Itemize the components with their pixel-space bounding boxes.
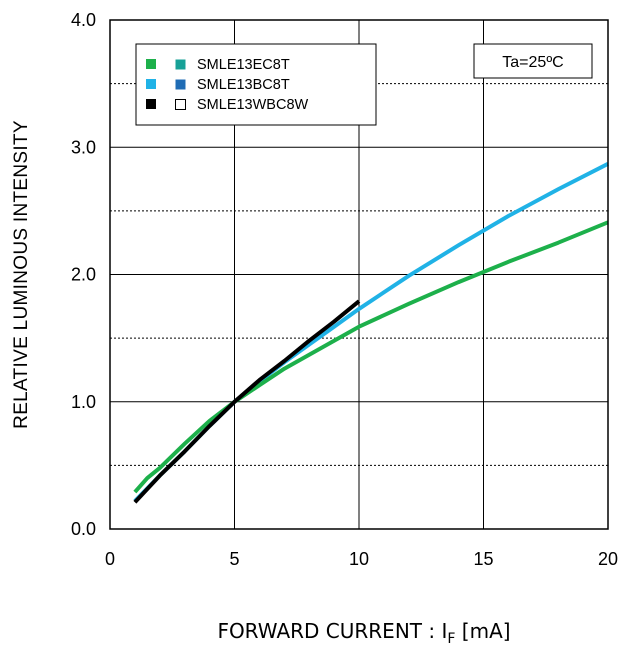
legend: SMLE13EC8T SMLE13BC8T SMLE13WBC8W (135, 43, 377, 126)
x-axis-label-unit: [mA] (455, 619, 510, 643)
y-tick-labels: 0.0 1.0 2.0 3.0 4.0 (71, 10, 96, 539)
y-axis-label: RELATIVE LUMINOUS INTENSITY (11, 120, 32, 429)
condition-frame (473, 43, 593, 79)
x-axis-label-main: FORWARD CURRENT : I (217, 619, 447, 643)
x-tick-label: 10 (349, 549, 369, 569)
y-tick-label: 0.0 (71, 519, 96, 539)
y-tick-label: 4.0 (71, 10, 96, 30)
x-tick-label: 15 (473, 549, 493, 569)
legend-label: SMLE13WBC8W (197, 97, 309, 113)
y-tick-label: 1.0 (71, 392, 96, 412)
condition-box: Ta=25ºC (473, 43, 593, 79)
y-tick-label: 3.0 (71, 137, 96, 157)
legend-marker (146, 79, 156, 89)
legend-marker-alt (175, 59, 186, 70)
x-tick-label: 20 (598, 549, 618, 569)
legend-label: SMLE13BC8T (197, 77, 290, 93)
condition-label: Ta=25ºC (502, 54, 563, 71)
legend-marker (146, 99, 156, 109)
series-line (133, 220, 609, 494)
series-line (133, 162, 609, 503)
series-lines (133, 162, 609, 504)
x-tick-label: 0 (105, 549, 115, 569)
legend-marker-alt (175, 79, 186, 90)
x-axis-label-subscript: F (447, 631, 455, 646)
series-line (133, 299, 361, 504)
y-tick-label: 2.0 (71, 265, 96, 285)
x-tick-labels: 0 5 10 15 20 (105, 549, 618, 569)
x-axis-label: FORWARD CURRENT : IF [mA] (217, 619, 510, 646)
plot-frame (109, 19, 609, 530)
legend-label: SMLE13EC8T (197, 57, 290, 73)
x-tick-label: 5 (229, 549, 239, 569)
legend-marker (146, 59, 156, 69)
legend-marker-alt (175, 99, 186, 110)
